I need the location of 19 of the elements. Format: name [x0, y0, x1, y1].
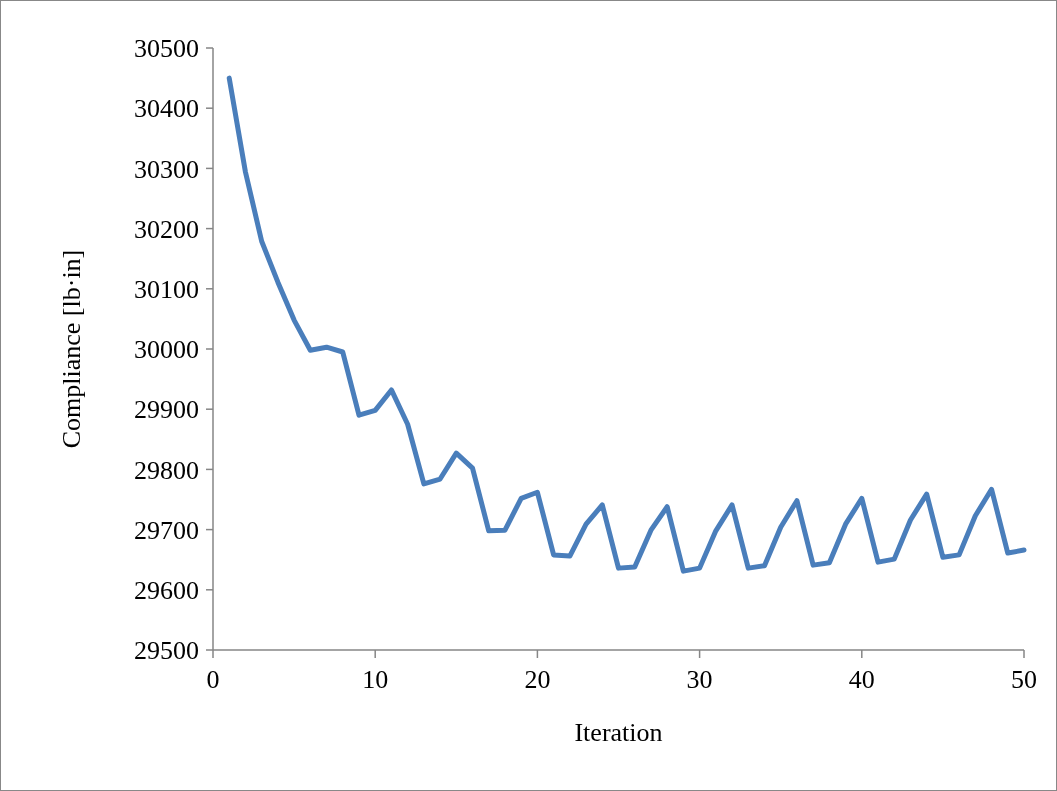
x-tick-label: 40	[848, 665, 875, 694]
y-tick-label: 30200	[134, 214, 199, 244]
x-tick-label: 10	[362, 665, 389, 694]
y-tick-label: 29900	[134, 395, 199, 425]
y-tick-label: 29700	[134, 515, 199, 545]
y-tick-label: 30000	[134, 335, 199, 365]
y-tick-label: 30400	[134, 94, 199, 124]
y-axis-title: Compliance [lb·in]	[57, 249, 86, 449]
x-tick-label: 50	[1011, 665, 1037, 694]
y-tick-label: 29600	[134, 575, 199, 605]
y-tick-label: 29500	[134, 636, 199, 666]
y-tick-label: 30300	[134, 154, 199, 184]
y-tick-label: 30500	[134, 34, 199, 64]
y-tick-label: 29800	[134, 455, 199, 485]
x-tick-label: 0	[206, 665, 220, 694]
y-tick-label: 30100	[134, 274, 199, 304]
x-tick-label: 30	[686, 665, 713, 694]
x-tick-label: 20	[524, 665, 551, 694]
x-axis-title: Iteration	[574, 718, 663, 747]
